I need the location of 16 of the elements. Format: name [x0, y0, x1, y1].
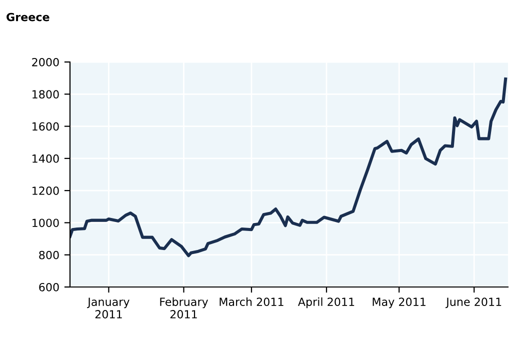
y-tick-label: 1200 — [32, 186, 59, 195]
chart-title: Greece — [6, 12, 50, 22]
x-tick-label: April 2011 — [298, 297, 354, 308]
y-tick-label: 1800 — [32, 90, 59, 99]
y-tick-label: 1000 — [32, 218, 59, 228]
y-tick-label: 1400 — [32, 154, 59, 163]
y-tick-label: 2000 — [32, 58, 59, 66]
line-series — [70, 78, 508, 258]
y-tick-label: 1600 — [32, 122, 59, 131]
x-tick-label: January 2011 — [87, 298, 130, 318]
x-tick-label: June 2011 — [446, 298, 502, 308]
x-tick-label: February 2011 — [160, 297, 208, 318]
x-tick-label: March 2011 — [220, 297, 284, 306]
y-tick-label: 600 — [39, 282, 59, 292]
y-tick-label: 800 — [39, 250, 59, 260]
x-tick-label: May 2011 — [372, 298, 426, 308]
